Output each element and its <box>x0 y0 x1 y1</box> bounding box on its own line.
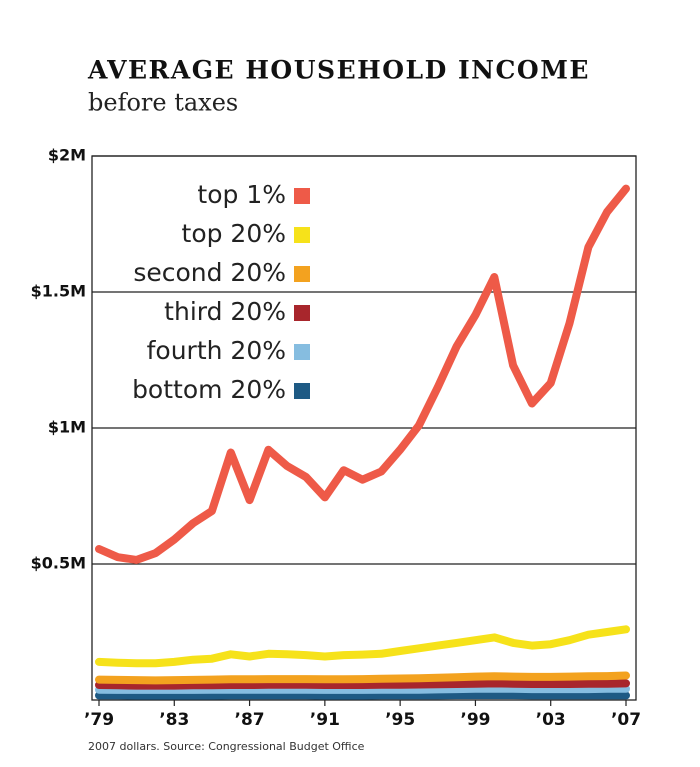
y-tick-label: $0.5M <box>31 554 86 573</box>
legend-label: second 20% <box>133 258 286 287</box>
legend-swatch <box>294 188 310 204</box>
y-tick-label: $1M <box>48 418 86 437</box>
x-tick-label: ’87 <box>235 710 265 730</box>
chart-subtitle: before taxes <box>88 89 238 117</box>
series-line <box>95 671 630 685</box>
chart-title: AVERAGE HOUSEHOLD INCOME <box>87 56 590 85</box>
y-tick-label: $1.5M <box>31 282 86 301</box>
legend-swatch <box>294 266 310 282</box>
legend-label: fourth 20% <box>147 336 286 365</box>
series-line <box>95 679 630 690</box>
series-line <box>95 684 630 694</box>
legend-label: top 20% <box>182 219 286 248</box>
legend-label: third 20% <box>164 297 286 326</box>
y-tick-label: $2M <box>48 146 86 165</box>
series-line <box>95 691 630 700</box>
legend-swatch <box>294 344 310 360</box>
x-tick-label: ’03 <box>536 710 566 730</box>
legend-label: top 1% <box>197 180 286 209</box>
x-tick-label: ’99 <box>460 710 490 730</box>
x-tick-label: ’95 <box>385 710 415 730</box>
series-line <box>95 625 630 668</box>
x-tick-label: ’83 <box>159 710 189 730</box>
series-line <box>95 184 630 564</box>
legend-swatch <box>294 383 310 399</box>
x-tick-label: ’79 <box>84 710 114 730</box>
legend-swatch <box>294 305 310 321</box>
x-tick-label: ’07 <box>611 710 641 730</box>
source-note: 2007 dollars. Source: Congressional Budg… <box>88 740 365 753</box>
legend-label: bottom 20% <box>132 375 286 404</box>
legend-swatch <box>294 227 310 243</box>
x-tick-label: ’91 <box>310 710 340 730</box>
